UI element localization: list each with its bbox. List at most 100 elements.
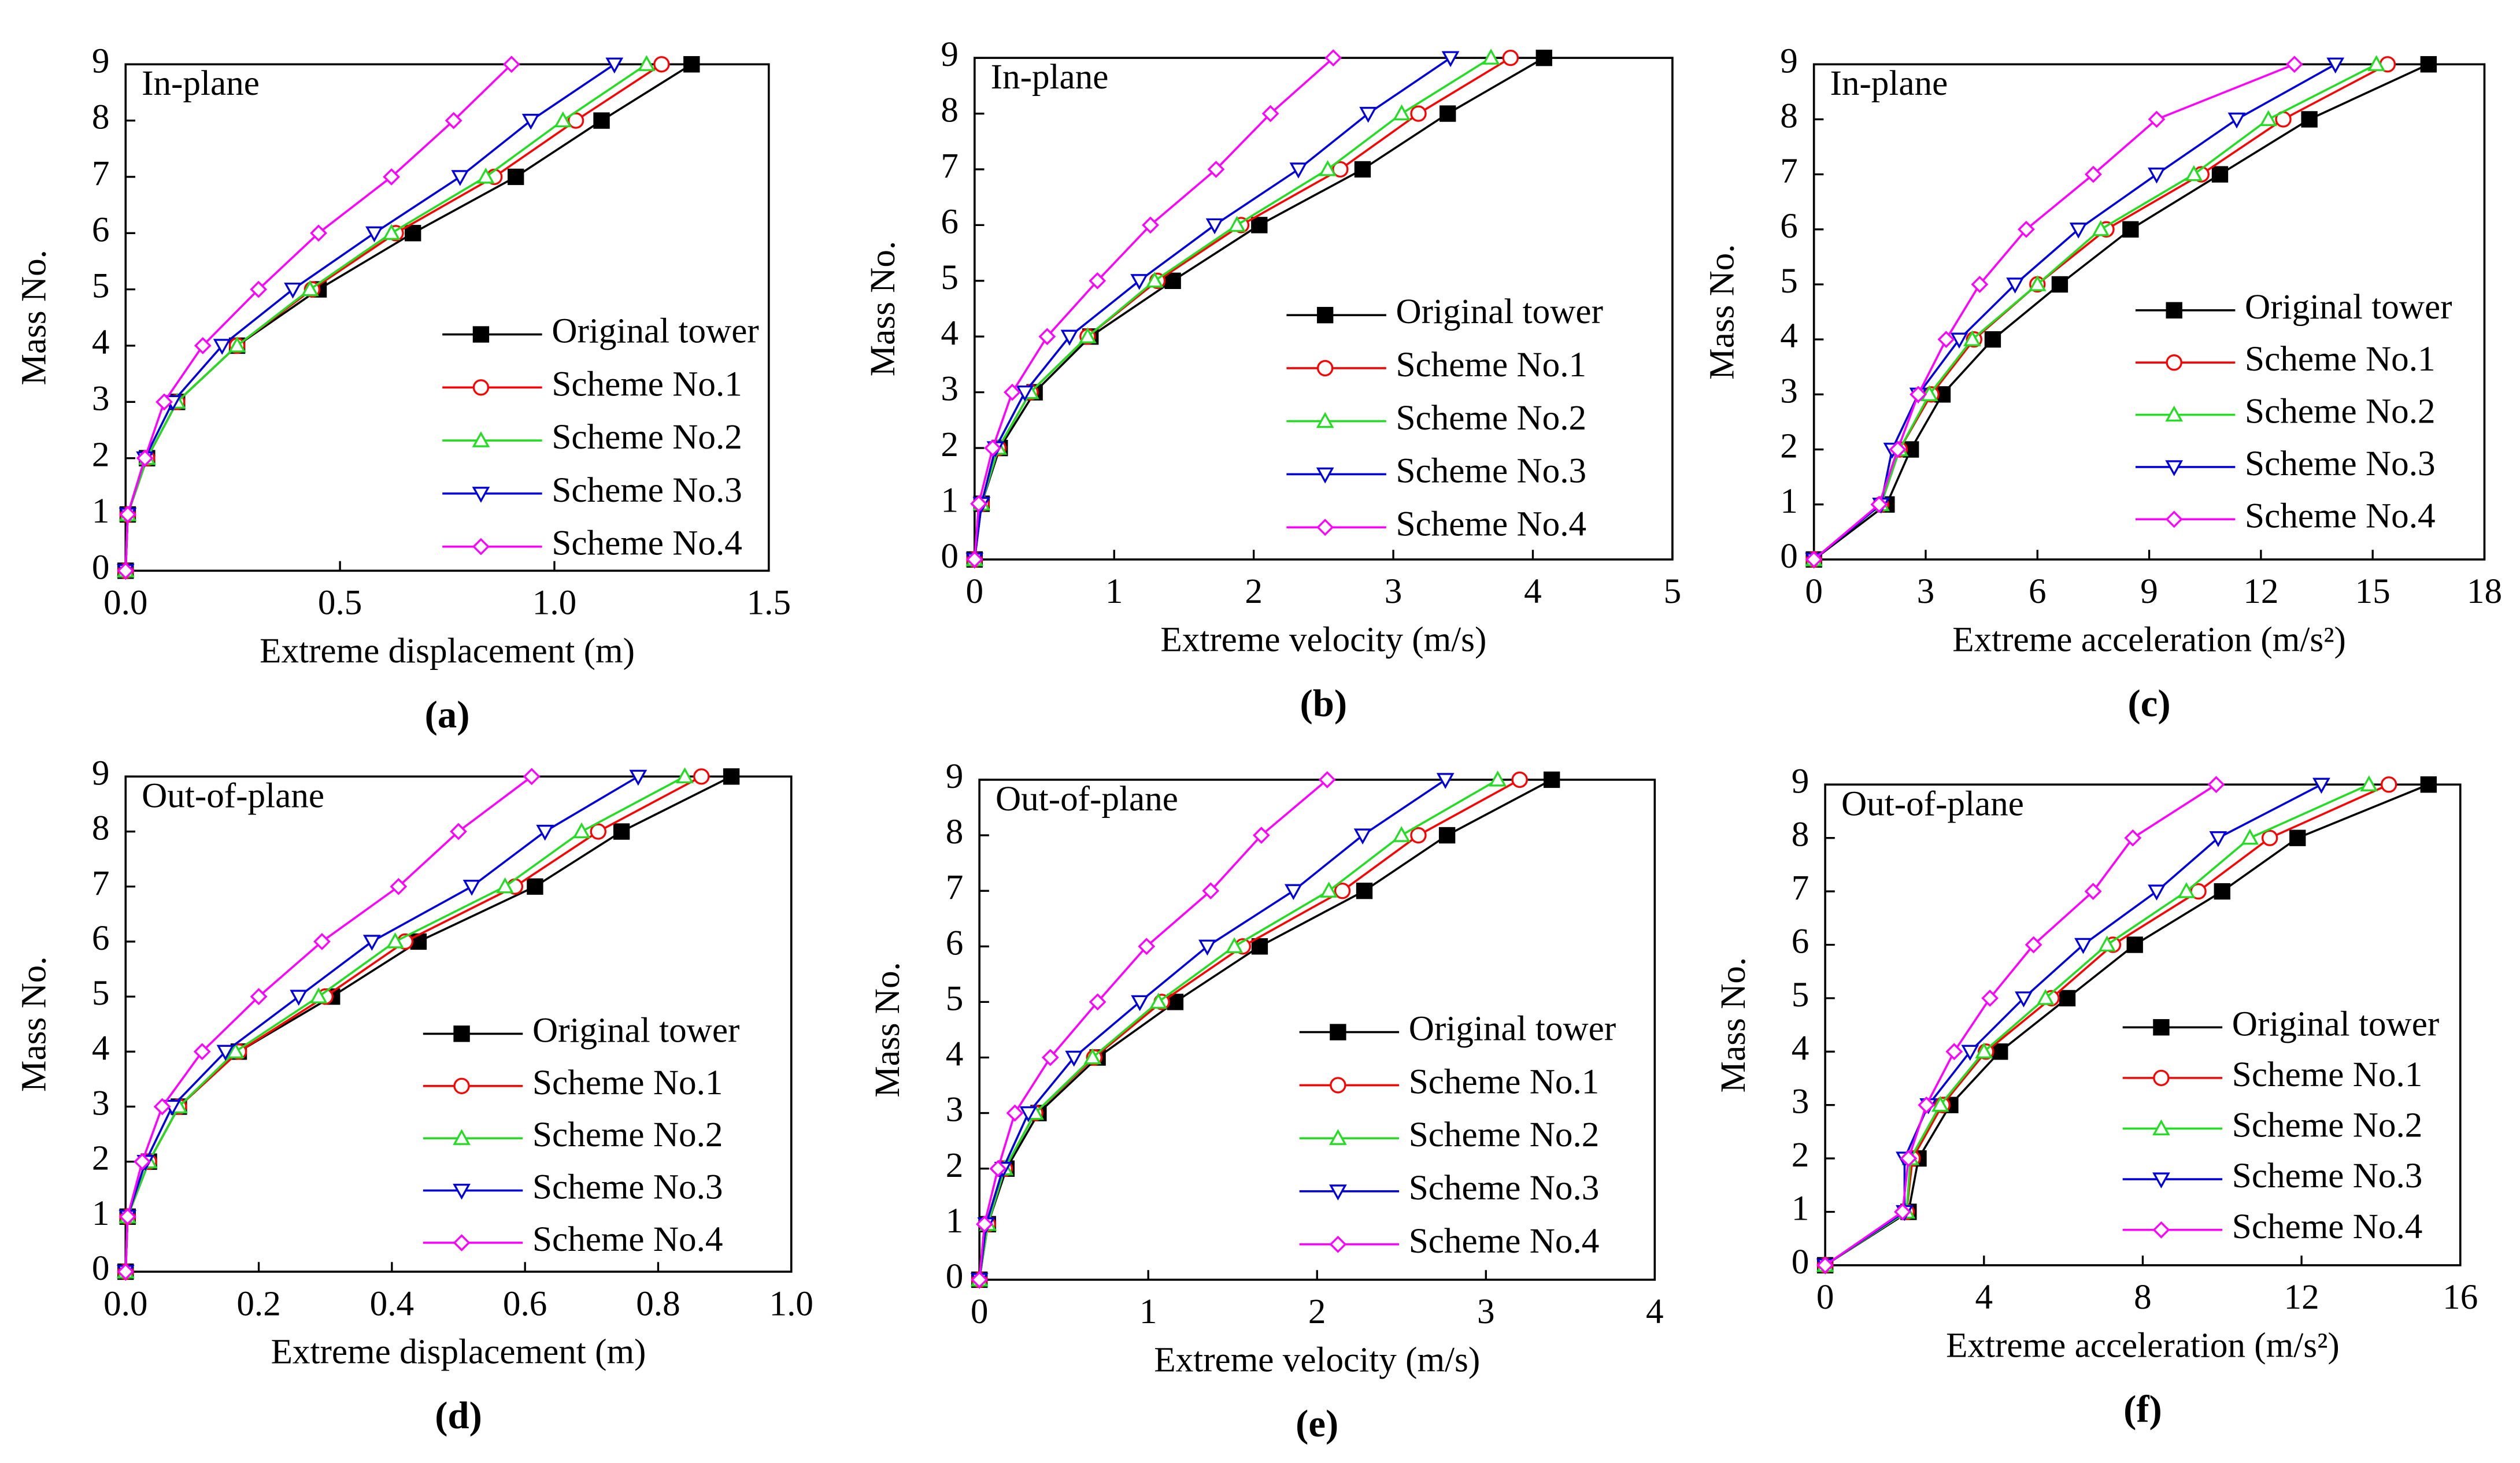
x-tick-label: 1.0 <box>769 1284 813 1323</box>
marker <box>1931 1095 1949 1112</box>
marker <box>723 768 740 785</box>
y-tick-label: 9 <box>946 757 964 796</box>
marker <box>508 168 524 186</box>
legend-label: Scheme No.1 <box>532 1063 723 1102</box>
marker <box>2018 220 2035 238</box>
marker <box>1207 161 1225 178</box>
marker <box>284 282 302 299</box>
marker <box>1251 217 1268 234</box>
x-tick-label: 0.8 <box>636 1284 680 1323</box>
y-tick-label: 8 <box>1792 815 1809 854</box>
marker <box>693 768 710 785</box>
plot-frame <box>974 57 1674 561</box>
x-axis-label: Extreme velocity (m/s) <box>1160 620 1486 660</box>
y-axis-label: Mass No. <box>1703 244 1742 380</box>
marker <box>2148 167 2166 184</box>
y-tick-label: 4 <box>92 323 110 362</box>
legend-label: Scheme No.4 <box>532 1220 723 1259</box>
marker <box>2211 166 2229 183</box>
legend-label: Scheme No.1 <box>552 364 742 403</box>
marker <box>527 878 543 895</box>
marker <box>1900 1150 1918 1167</box>
marker <box>2036 988 2055 1005</box>
marker <box>1251 938 1268 955</box>
marker <box>1393 104 1411 121</box>
marker <box>119 1208 136 1225</box>
marker <box>153 1098 171 1116</box>
y-tick-label: 8 <box>946 812 964 851</box>
x-tick-label: 0 <box>1816 1277 1834 1317</box>
y-tick-label: 5 <box>92 973 110 1013</box>
annotation: Out-of-plane <box>996 779 1178 818</box>
marker <box>1535 49 1552 66</box>
marker <box>1319 160 1337 176</box>
x-tick-label: 1 <box>1139 1292 1157 1331</box>
marker <box>1410 827 1427 844</box>
marker <box>1041 1049 1059 1066</box>
legend-label: Scheme No.1 <box>1409 1062 1600 1101</box>
y-tick-label: 9 <box>1792 761 1809 801</box>
marker <box>1889 440 1907 458</box>
series-line <box>124 775 686 1272</box>
marker <box>1164 272 1181 289</box>
x-tick-label: 9 <box>2140 572 2158 611</box>
legend-label: Scheme No.2 <box>1409 1115 1600 1154</box>
y-tick-label: 5 <box>1792 975 1809 1014</box>
panel-label: (d) <box>435 1395 482 1437</box>
legend-marker <box>453 1129 471 1145</box>
x-tick-label: 0 <box>1805 572 1823 611</box>
y-tick-label: 2 <box>1792 1135 1809 1175</box>
legend-label: Scheme No.3 <box>2232 1156 2423 1195</box>
marker <box>2312 777 2330 794</box>
legend-marker <box>472 379 490 396</box>
x-tick-label: 12 <box>2243 572 2278 611</box>
y-tick-label: 9 <box>941 35 959 74</box>
marker <box>2069 223 2088 239</box>
y-axis-label: Mass No. <box>863 241 902 377</box>
marker <box>1284 884 1302 901</box>
legend-marker <box>2165 405 2184 422</box>
marker <box>629 769 647 786</box>
marker <box>1334 882 1351 899</box>
marker <box>965 551 983 568</box>
marker <box>1870 495 1888 513</box>
series-line <box>1825 783 2370 1266</box>
annotation: In-plane <box>142 64 260 103</box>
x-tick-label: 0.6 <box>503 1284 547 1323</box>
marker <box>2085 165 2102 183</box>
x-tick-label: 12 <box>2284 1277 2319 1317</box>
series-line <box>124 775 532 1272</box>
marker <box>523 768 541 786</box>
x-tick-label: 4 <box>1646 1292 1664 1331</box>
marker <box>1961 1045 1979 1061</box>
marker <box>1149 992 1168 1009</box>
y-tick-label: 3 <box>92 379 110 418</box>
series-line <box>1813 63 2295 561</box>
marker <box>1261 105 1279 123</box>
legend-label: Scheme No.2 <box>2245 392 2436 431</box>
legend-label: Scheme No.2 <box>532 1115 723 1154</box>
marker <box>1252 827 1270 844</box>
y-tick-label: 8 <box>92 809 110 848</box>
marker <box>1918 1096 1936 1114</box>
marker <box>1228 216 1246 232</box>
legend-marker <box>472 431 490 447</box>
y-tick-label: 5 <box>1780 261 1798 301</box>
marker <box>1354 161 1371 178</box>
marker <box>2289 829 2306 846</box>
marker <box>2092 220 2110 236</box>
marker <box>136 449 154 467</box>
y-tick-label: 6 <box>941 202 959 241</box>
legend-marker <box>1330 1024 1346 1040</box>
y-tick-label: 7 <box>92 864 110 903</box>
series-line <box>124 775 639 1272</box>
x-tick-label: 16 <box>2443 1277 2478 1317</box>
marker <box>1089 993 1107 1011</box>
marker <box>1441 51 1460 68</box>
marker <box>2122 221 2139 238</box>
legend-marker <box>453 1183 471 1200</box>
legend-label: Original tower <box>532 1010 739 1050</box>
x-axis-label: Extreme acceleration (m/s²) <box>1952 620 2346 660</box>
y-tick-label: 0 <box>1792 1242 1809 1281</box>
marker <box>2074 938 2092 954</box>
